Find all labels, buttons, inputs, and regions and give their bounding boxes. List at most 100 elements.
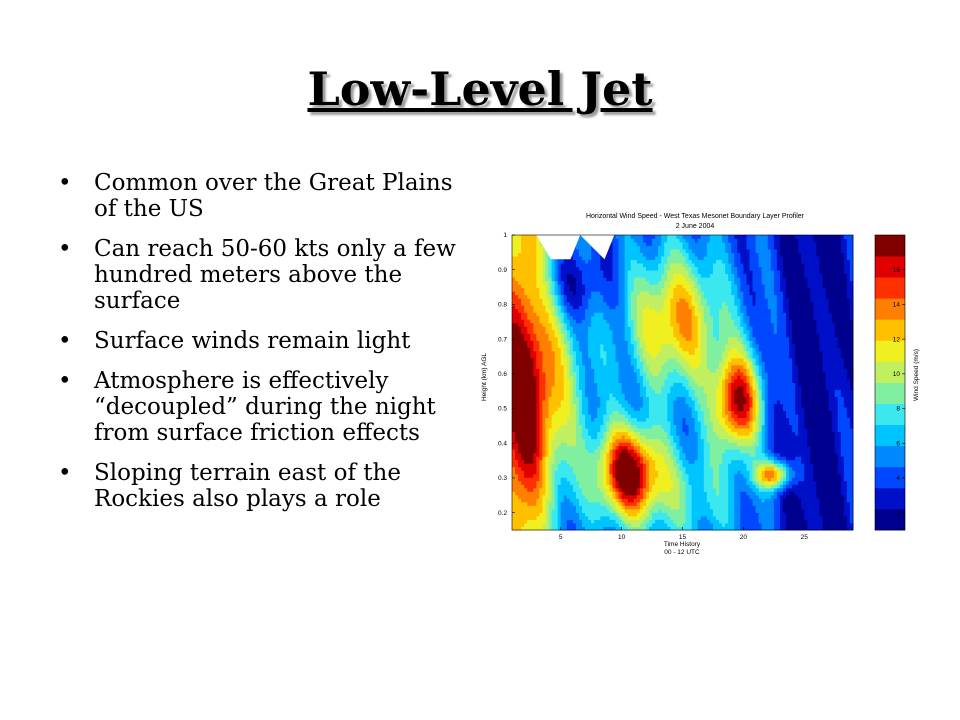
heatmap-cell: [655, 512, 659, 517]
heatmap-cell: [685, 452, 690, 457]
heatmap-cell: [636, 326, 641, 331]
heatmap-cell: [642, 484, 647, 489]
heatmap-cell: [566, 336, 571, 341]
heatmap-cell: [563, 294, 568, 299]
heatmap-cell: [533, 449, 537, 454]
heatmap-cell: [524, 452, 528, 457]
heatmap-cell: [682, 452, 686, 457]
heatmap-cell: [594, 438, 598, 443]
heatmap-cell: [642, 347, 647, 352]
heatmap-cell: [652, 364, 656, 369]
heatmap-cell: [642, 477, 647, 482]
heatmap-cell: [539, 452, 543, 457]
heatmap-cell: [575, 329, 580, 334]
heatmap-cell: [597, 284, 601, 289]
heatmap-cell: [609, 273, 613, 278]
heatmap-cell: [652, 494, 656, 499]
heatmap-cell: [515, 421, 519, 426]
heatmap-cell: [554, 315, 559, 320]
heatmap-cell: [560, 273, 565, 278]
heatmap-cell: [512, 487, 516, 492]
heatmap-cell: [524, 435, 528, 440]
heatmap-cell: [521, 301, 525, 306]
heatmap-cell: [566, 287, 571, 292]
heatmap-cell: [600, 329, 604, 334]
heatmap-cell: [606, 417, 610, 422]
heatmap-cell: [588, 386, 592, 390]
heatmap-cell: [636, 424, 641, 429]
heatmap-cell: [633, 312, 638, 317]
heatmap-cell: [667, 245, 671, 250]
heatmap-cell: [527, 301, 531, 306]
heatmap-cell: [515, 519, 519, 524]
heatmap-cell: [670, 512, 674, 517]
heatmap-cell: [563, 417, 568, 422]
heatmap-cell: [594, 287, 598, 292]
heatmap-cell: [618, 235, 623, 239]
heatmap-cell: [633, 487, 638, 492]
heatmap-cell: [606, 256, 610, 261]
heatmap-cell: [682, 519, 686, 524]
heatmap-cell: [618, 498, 623, 503]
heatmap-cell: [572, 463, 577, 468]
heatmap-cell: [676, 459, 680, 464]
heatmap-cell: [612, 396, 616, 401]
heatmap-cell: [609, 386, 613, 390]
heatmap-cell: [639, 350, 644, 355]
heatmap-cell: [585, 431, 589, 436]
heatmap-cell: [545, 375, 549, 380]
heatmap-cell: [642, 449, 647, 454]
heatmap-cell: [524, 463, 528, 468]
heatmap-cell: [542, 336, 546, 341]
heatmap-cell: [603, 417, 607, 422]
heatmap-cell: [551, 389, 556, 394]
heatmap-cell: [645, 480, 650, 485]
heatmap-cell: [578, 305, 583, 310]
heatmap-cell: [652, 343, 656, 348]
heatmap-cell: [670, 498, 674, 503]
heatmap-cell: [572, 435, 577, 440]
heatmap-cell: [688, 259, 693, 264]
heatmap-cell: [533, 438, 537, 443]
heatmap-cell: [645, 333, 650, 338]
heatmap-cell: [600, 389, 604, 394]
heatmap-cell: [548, 424, 553, 429]
heatmap-cell: [560, 424, 565, 429]
heatmap-cell: [676, 322, 680, 327]
heatmap-cell: [554, 466, 559, 471]
heatmap-cell: [649, 494, 653, 499]
heatmap-cell: [536, 308, 540, 313]
heatmap-cell: [585, 242, 589, 246]
heatmap-cell: [612, 494, 616, 499]
heatmap-cell: [557, 494, 562, 499]
heatmap-cell: [533, 470, 537, 475]
heatmap-cell: [545, 435, 549, 440]
heatmap-cell: [661, 508, 665, 513]
heatmap-cell: [560, 378, 565, 383]
heatmap-cell: [621, 322, 626, 327]
heatmap-cell: [639, 477, 644, 482]
heatmap-cell: [670, 326, 674, 331]
heatmap-cell: [624, 515, 629, 520]
heatmap-cell: [518, 400, 522, 405]
heatmap-cell: [667, 298, 671, 303]
heatmap-cell: [624, 519, 629, 524]
heatmap-cell: [536, 333, 540, 338]
heatmap-cell: [624, 491, 629, 496]
heatmap-cell: [639, 456, 644, 461]
heatmap-cell: [530, 512, 534, 517]
heatmap-cell: [521, 400, 525, 405]
heatmap-cell: [536, 389, 540, 394]
heatmap-cell: [618, 449, 623, 454]
heatmap-cell: [521, 329, 525, 334]
heatmap-cell: [664, 252, 668, 257]
heatmap-cell: [597, 315, 601, 320]
heatmap-cell: [658, 498, 662, 503]
heatmap-cell: [658, 389, 662, 394]
heatmap-cell: [582, 305, 586, 310]
heatmap-cell: [664, 305, 668, 310]
heatmap-cell: [563, 319, 568, 324]
heatmap-cell: [691, 508, 696, 513]
heatmap-cell: [639, 501, 644, 506]
heatmap-cell: [609, 375, 613, 380]
